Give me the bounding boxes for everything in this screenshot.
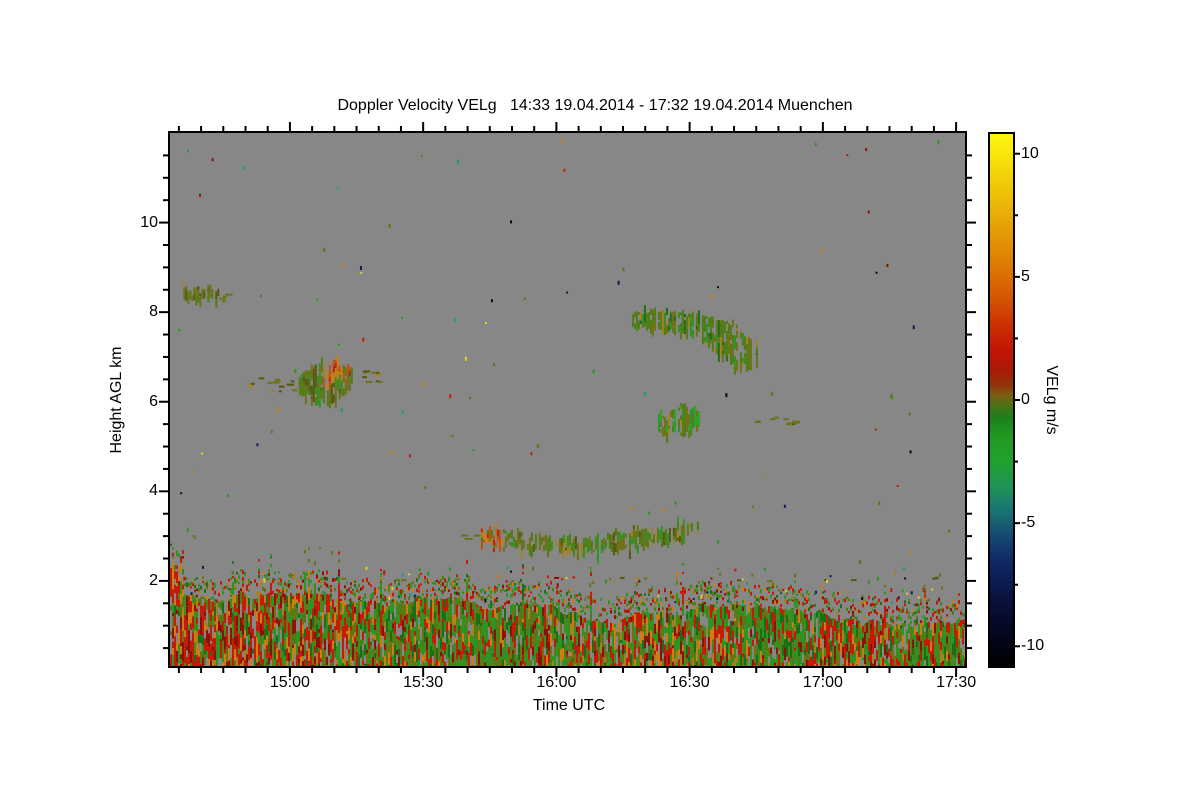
colorbar-gradient — [990, 134, 1013, 666]
y-tick-label: 2 — [149, 571, 158, 589]
x-tick-label: 15:00 — [269, 674, 310, 691]
colorbar-tick-label: -10 — [1021, 637, 1045, 655]
y-tick-label: 10 — [140, 213, 158, 231]
y-axis-title: Height AGL km — [108, 346, 125, 454]
x-tick-label: 17:00 — [802, 674, 843, 691]
colorbar-tick-label: 5 — [1021, 267, 1030, 285]
x-axis-title: Time UTC — [532, 697, 606, 714]
x-tick-label: 16:00 — [536, 674, 577, 691]
colorbar-title: VELg m/s — [1043, 365, 1060, 435]
y-tick-label: 4 — [149, 482, 158, 500]
x-tick-label: 16:30 — [669, 674, 710, 691]
x-tick-label: 15:30 — [403, 674, 444, 691]
x-tick-label: 17:30 — [936, 674, 977, 691]
colorbar-tick-label: 0 — [1021, 391, 1030, 408]
y-tick-label: 8 — [149, 303, 158, 321]
y-tick-label: 6 — [149, 392, 158, 410]
colorbar-tick-label: 10 — [1021, 144, 1039, 162]
heatmap-canvas — [170, 133, 965, 666]
colorbar-tick-label: -5 — [1021, 514, 1036, 532]
